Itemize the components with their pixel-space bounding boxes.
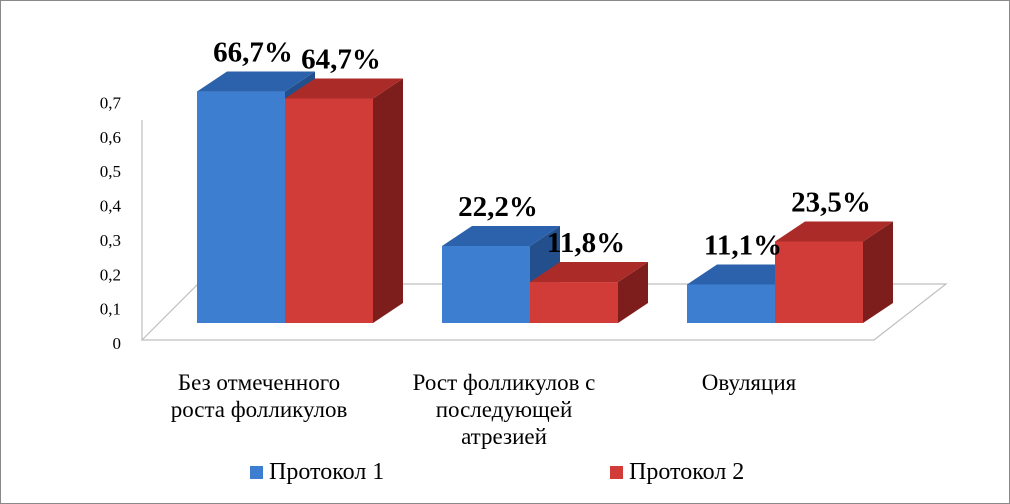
legend-item-series-1: Протокол 1 bbox=[250, 457, 384, 487]
bar-top bbox=[530, 262, 648, 283]
bar-side bbox=[618, 262, 648, 323]
data-labels: 66,7% 22,2% 11,1% 64,7% 11,8% 23,5% bbox=[213, 37, 871, 262]
bar-front bbox=[197, 91, 285, 324]
y-tick-label: 0,1 bbox=[100, 300, 121, 319]
category-label-line: Рост фолликулов с bbox=[413, 370, 596, 395]
y-tick-label: 0,2 bbox=[100, 265, 121, 284]
data-label: 11,1% bbox=[704, 229, 782, 261]
y-tick-label: 0,3 bbox=[100, 231, 121, 250]
bar-front bbox=[442, 245, 530, 323]
bar-front bbox=[687, 284, 775, 323]
category-label-line: Овуляция bbox=[702, 370, 797, 395]
category-labels: Без отмеченного роста фолликулов Рост фолл… bbox=[171, 370, 797, 449]
bar-front bbox=[775, 241, 863, 323]
bar-top bbox=[775, 221, 893, 242]
bar-top bbox=[442, 225, 560, 246]
data-label: 66,7% bbox=[213, 37, 293, 69]
y-tick-label: 0,5 bbox=[100, 162, 121, 181]
bar-top bbox=[285, 78, 403, 99]
bar-side bbox=[863, 221, 893, 323]
legend-label-series-2: Протокол 2 bbox=[629, 458, 745, 485]
bar bbox=[775, 221, 893, 323]
y-tick-label: 0,7 bbox=[100, 94, 122, 113]
category-label-line: атрезией bbox=[461, 424, 547, 449]
y-tick-label: 0 bbox=[113, 334, 122, 353]
legend-swatch-series-1 bbox=[250, 465, 263, 479]
category-label: Овуляция bbox=[702, 370, 797, 395]
bar-side bbox=[373, 78, 403, 323]
data-label: 64,7% bbox=[301, 43, 381, 75]
bar-front bbox=[530, 282, 618, 323]
y-tick-label: 0,4 bbox=[100, 197, 122, 216]
category-label: Рост фолликулов с последующей атрезией bbox=[413, 370, 596, 449]
bars bbox=[197, 71, 893, 324]
category-label-line: роста фолликулов bbox=[171, 397, 348, 422]
data-label: 11,8% bbox=[547, 227, 625, 259]
legend-item-series-2: Протокол 2 bbox=[610, 457, 744, 487]
data-label: 23,5% bbox=[791, 186, 871, 218]
bar-front bbox=[285, 98, 373, 323]
bar bbox=[285, 78, 403, 323]
category-label-line: Без отмеченного bbox=[178, 370, 340, 395]
data-label: 22,2% bbox=[458, 191, 538, 223]
category-label: Без отмеченного роста фолликулов bbox=[171, 370, 348, 422]
bar-top bbox=[197, 71, 315, 92]
bar bbox=[530, 262, 648, 323]
y-axis: 0 0,1 0,2 0,3 0,4 0,5 0,6 0,7 bbox=[100, 94, 122, 353]
y-tick-label: 0,6 bbox=[100, 128, 121, 147]
legend-swatch-series-2 bbox=[610, 465, 623, 479]
category-label-line: последующей bbox=[436, 397, 573, 422]
legend-label-series-1: Протокол 1 bbox=[269, 458, 385, 485]
